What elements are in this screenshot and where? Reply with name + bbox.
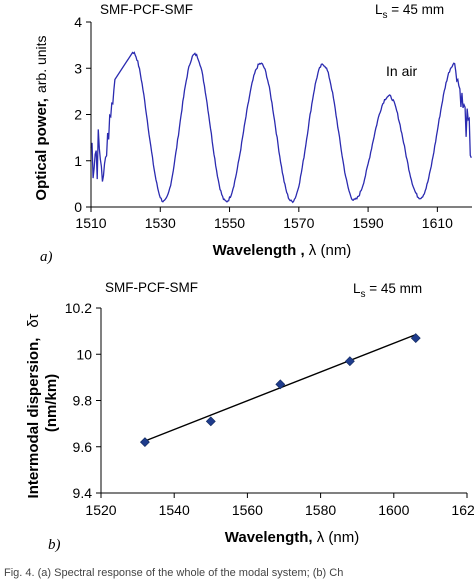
chart-a-panel-label: a) [40, 249, 53, 265]
chart-b-data-point [410, 333, 421, 343]
chart-b-panel-label: b) [48, 537, 61, 553]
chart-a-xtick-label: 1550 [214, 215, 245, 231]
chart-b-ylabel-line1: Intermodal dispersion,δτ [25, 313, 42, 498]
chart-a-annotation: In air [386, 63, 417, 79]
chart-a-ytick-label: 3 [74, 60, 82, 76]
figure-caption: Fig. 4. (a) Spectral response of the who… [4, 567, 343, 579]
chart-a-ytick-label: 4 [74, 14, 82, 30]
chart-b-xtick-label: 1620 [451, 502, 474, 518]
chart-b-ytick-label: 9.6 [73, 439, 93, 455]
chart-a-xtick-label: 1610 [422, 215, 453, 231]
chart-a-ytick-label: 1 [74, 153, 82, 169]
chart-b-ytick-label: 9.8 [73, 393, 93, 409]
chart-a-series-line [90, 51, 472, 204]
chart-b-xtick-label: 1540 [159, 502, 190, 518]
chart-b-ytick-label: 10 [76, 346, 92, 362]
chart-b-xlabel: Wavelength, λ (nm) [225, 529, 359, 546]
chart-a-xtick-label: 1510 [75, 215, 106, 231]
chart-a-xtick-label: 1590 [353, 215, 384, 231]
chart-a-ytick-label: 2 [74, 107, 82, 123]
chart-b-header-left: SMF-PCF-SMF [105, 280, 198, 295]
chart-b-xtick-label: 1600 [378, 502, 409, 518]
chart-a-ylabel: Optical power,arb. units [33, 35, 50, 200]
chart-a-header-left: SMF-PCF-SMF [100, 2, 193, 17]
chart-b-data-point [205, 416, 216, 427]
chart-b: SMF-PCF-SMF Ls = 45 mm 9.4 9.6 9.8 10 10.2 15… [25, 280, 474, 553]
chart-b-xtick-label: 1580 [305, 502, 336, 518]
chart-b-data-point [139, 437, 150, 448]
chart-b-data-point [275, 379, 286, 390]
chart-a-xtick-label: 1530 [145, 215, 176, 231]
chart-a-ytick-label: 0 [74, 199, 82, 215]
chart-b-ylabel-line2: (nm/km) [43, 374, 60, 432]
chart-a: SMF-PCF-SMF Ls = 45 mm In air 0 1 2 3 4 1510 1… [33, 2, 472, 265]
chart-b-xtick-label: 1560 [232, 502, 263, 518]
chart-b-data-point [344, 356, 355, 367]
chart-a-xtick-label: 1570 [283, 215, 314, 231]
chart-b-ytick-label: 10.2 [65, 300, 92, 316]
chart-b-xtick-label: 1520 [85, 502, 116, 518]
chart-a-xlabel: Wavelength , λ (nm) [213, 242, 352, 259]
chart-a-header-right: Ls = 45 mm [375, 2, 444, 21]
chart-b-header-right: Ls = 45 mm [353, 281, 422, 300]
chart-b-ytick-label: 9.4 [73, 485, 93, 501]
